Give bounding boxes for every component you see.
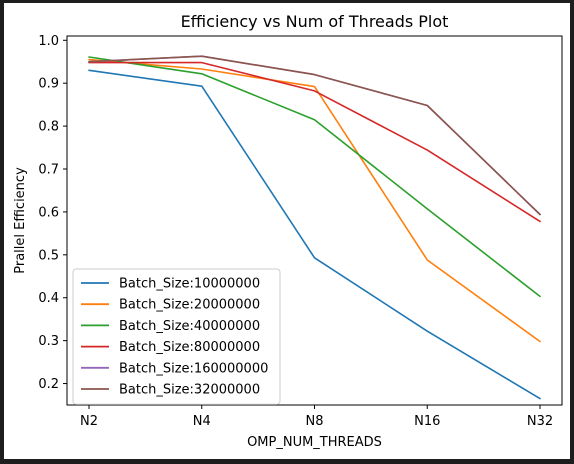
x-tick-label: N4 <box>193 414 211 429</box>
y-tick-label: 0.4 <box>38 291 59 306</box>
series-line-1 <box>88 69 541 400</box>
line-chart: Efficiency vs Num of Threads Plot N2 N4 N8… <box>13 12 563 450</box>
y-tick-label: 0.5 <box>38 248 59 263</box>
legend-label: Batch_Size:160000000 <box>119 361 268 376</box>
x-tick-label: N16 <box>414 414 440 429</box>
x-tick-label: N2 <box>80 414 98 429</box>
y-tick-label: 1.0 <box>38 34 59 49</box>
series-line-6 <box>88 55 541 216</box>
y-axis: 0.2 0.3 0.4 0.5 0.6 0.7 0.8 0.9 1.0 <box>38 34 67 392</box>
x-tick-label: N32 <box>527 414 553 429</box>
y-tick-label: 0.7 <box>38 163 59 178</box>
y-tick-label: 0.2 <box>38 377 59 392</box>
series-line-2 <box>88 58 541 343</box>
legend-label: Batch_Size:10000000 <box>119 277 260 292</box>
y-tick-label: 0.6 <box>38 205 59 220</box>
series-layer <box>88 55 541 400</box>
x-tick-label: N8 <box>306 414 324 429</box>
legend-box <box>72 268 281 405</box>
x-axis: N2 N4 N8 N16 N32 <box>80 405 553 429</box>
chart-title: Efficiency vs Num of Threads Plot <box>181 12 449 31</box>
chart-figure: Efficiency vs Num of Threads Plot N2 N4 N8… <box>4 3 570 459</box>
y-tick-label: 0.3 <box>38 334 59 349</box>
y-tick-label: 0.9 <box>38 77 59 92</box>
legend-label: Batch_Size:80000000 <box>119 340 260 355</box>
legend-label: Batch_Size:20000000 <box>119 298 260 313</box>
series-line-4 <box>88 61 541 223</box>
legend: Batch_Size:10000000 Batch_Size:20000000 Ba… <box>72 268 281 405</box>
x-axis-label: OMP_NUM_THREADS <box>247 435 382 450</box>
y-axis-label: Prallel Efficiency <box>13 167 28 274</box>
legend-label: Batch_Size:32000000 <box>119 383 260 398</box>
series-line-3 <box>88 56 541 298</box>
y-tick-label: 0.8 <box>38 120 59 135</box>
legend-label: Batch_Size:40000000 <box>119 319 260 334</box>
